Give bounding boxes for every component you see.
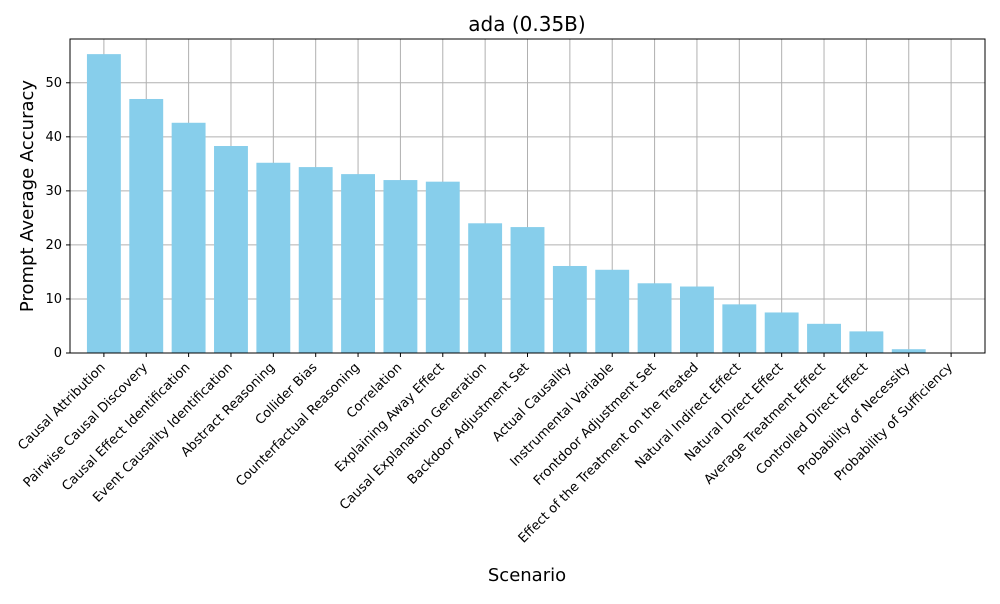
- bar: [637, 283, 672, 353]
- bar: [764, 312, 799, 353]
- bar: [722, 304, 757, 353]
- bar: [214, 146, 248, 353]
- bar: [891, 349, 926, 353]
- bar: [552, 265, 587, 353]
- bar: [595, 269, 630, 353]
- bars: [86, 54, 926, 353]
- y-tick-label: 30: [45, 184, 62, 199]
- bar: [425, 181, 460, 353]
- chart-title: ada (0.35B): [468, 12, 585, 36]
- bar: [129, 98, 164, 353]
- bar: [807, 323, 841, 353]
- bar: [341, 174, 375, 353]
- bar: [298, 167, 333, 353]
- plot-frame: [69, 38, 986, 354]
- bar: [510, 227, 545, 353]
- y-tick-label: 0: [54, 346, 62, 361]
- y-axis-label: Prompt Average Accuracy: [17, 80, 38, 312]
- y-tick-label: 50: [45, 76, 62, 91]
- y-tick-label: 10: [45, 292, 62, 307]
- y-tick-labels: 0 10 20 30 40 50: [45, 76, 70, 361]
- x-axis-label: Scenario: [488, 565, 566, 586]
- bar: [468, 223, 503, 353]
- y-tick-label: 20: [45, 238, 62, 253]
- bar: [86, 54, 121, 353]
- y-tick-label: 40: [45, 130, 62, 145]
- bar: [256, 162, 291, 353]
- bar: [171, 122, 206, 353]
- x-tick-label: Actual Causality: [490, 360, 575, 445]
- bar: [383, 180, 418, 353]
- bar: [680, 286, 714, 353]
- bar: [849, 331, 884, 353]
